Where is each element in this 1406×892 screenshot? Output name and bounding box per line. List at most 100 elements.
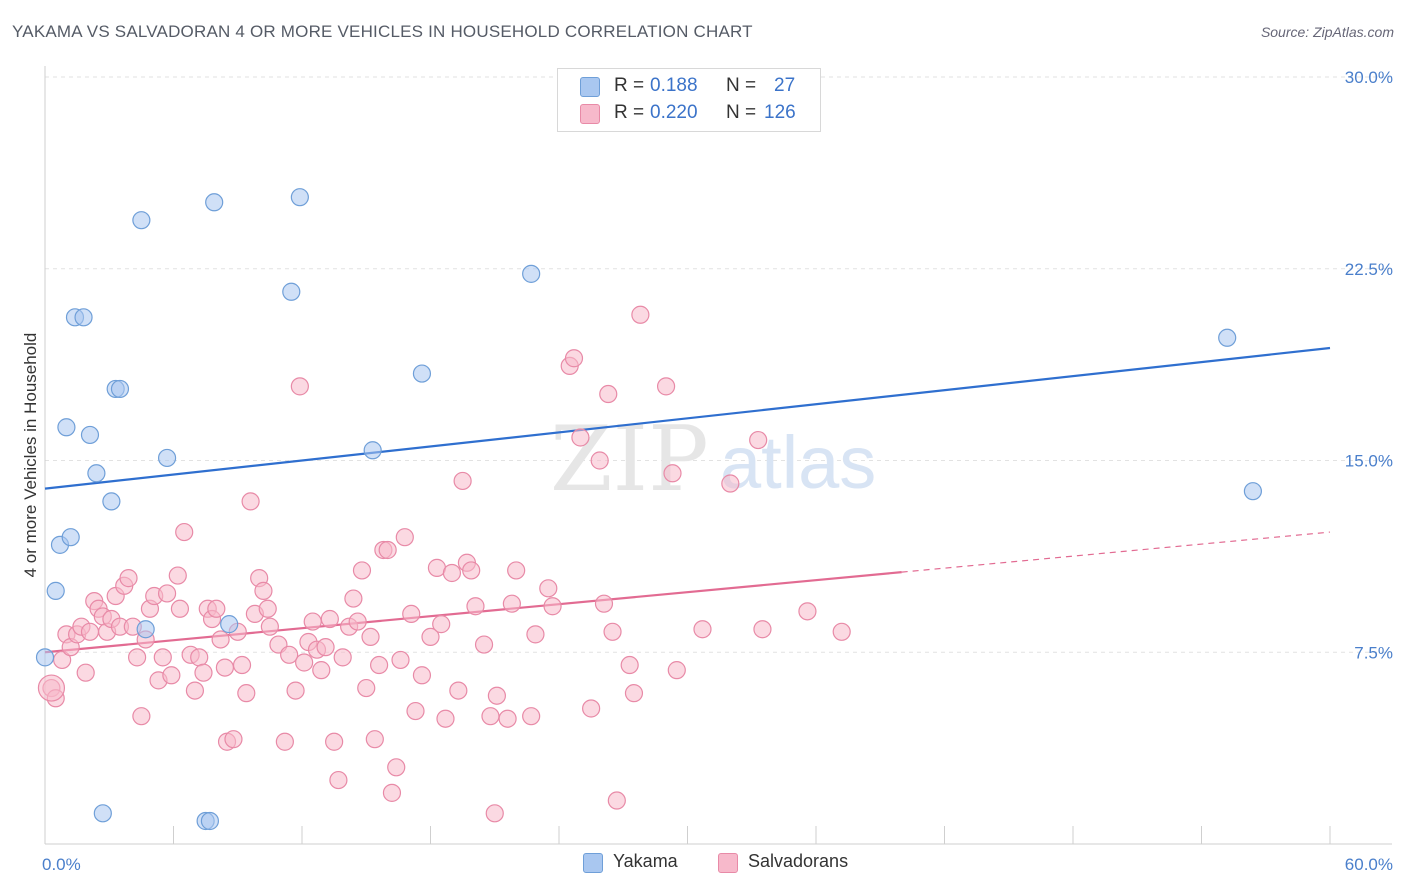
legend-swatch-salvadorans: [580, 104, 600, 124]
salvadorans-point: [656, 377, 676, 396]
x-tick-labels: 0.0% 60.0%: [42, 855, 1393, 874]
salvadorans-point: [316, 638, 335, 657]
data-points: [35, 188, 1263, 831]
y-tick-labels: 7.5% 15.0% 22.5% 30.0%: [1345, 68, 1393, 662]
salvadorans-point: [286, 681, 305, 700]
salvadorans-point: [436, 709, 455, 728]
salvadorans-point: [194, 663, 213, 682]
salvadorans-point: [280, 645, 299, 664]
salvadorans-point: [753, 620, 772, 639]
salvadorans-point: [295, 653, 314, 672]
yakama-point: [157, 448, 177, 468]
salvadorans-point: [241, 492, 260, 511]
salvadorans-point: [485, 804, 504, 823]
salvadorans-point: [474, 635, 494, 654]
salvadorans-point: [599, 384, 618, 404]
salvadorans-point: [211, 630, 230, 649]
salvadorans-point: [832, 622, 851, 641]
bottom-legend-salvadorans: Salvadorans: [718, 851, 878, 877]
salvadorans-point: [526, 625, 545, 644]
legend-r-value: 0.220: [650, 102, 698, 123]
salvadorans-point: [325, 732, 344, 751]
salvadorans-point: [590, 451, 609, 470]
watermark-atlas: atlas: [720, 421, 876, 504]
salvadorans-point: [487, 686, 506, 705]
salvadorans-point: [132, 707, 151, 726]
legend-n-value: 27: [774, 75, 796, 96]
salvadorans-point: [571, 428, 590, 447]
salvadorans-point: [402, 604, 421, 624]
yakama-point: [220, 615, 239, 634]
salvadorans-point: [320, 609, 339, 629]
salvadorans-point: [260, 617, 279, 636]
grid-lines: [45, 76, 1392, 653]
salvadorans-point: [507, 561, 526, 580]
yakama-point: [200, 811, 220, 831]
salvadorans-point: [162, 666, 181, 685]
salvadorans-point: [170, 599, 190, 618]
y-tick-label: 15.0%: [1345, 452, 1393, 471]
salvadorans-point: [361, 627, 380, 647]
salvadorans-point: [481, 707, 500, 726]
salvadorans-point: [421, 627, 440, 647]
legend-n-label: N =: [726, 102, 757, 123]
salvadorans-point: [370, 655, 389, 675]
salvadorans-point: [667, 661, 686, 680]
y-tick-label: 7.5%: [1354, 643, 1393, 662]
yakama-point: [35, 648, 55, 667]
salvadorans-point: [502, 594, 521, 613]
salvadorans-point: [395, 528, 414, 547]
salvadorans-point: [391, 650, 410, 670]
salvadorans-point: [564, 349, 584, 368]
y-axis-label: 4 or more Vehicles in Household: [21, 333, 40, 578]
salvadorans-trend-extension: [901, 531, 1331, 573]
yakama-point: [46, 581, 65, 600]
salvadorans-point: [582, 699, 601, 718]
salvadorans-point: [207, 599, 226, 618]
salvadorans-point: [543, 597, 562, 616]
salvadorans-point: [406, 701, 425, 721]
salvadorans-point: [175, 522, 194, 542]
watermark-zip: ZIP: [550, 407, 709, 512]
salvadorans-point: [157, 584, 177, 603]
legend-r-label: R =: [614, 102, 645, 123]
salvadorans-point: [237, 684, 256, 703]
salvadorans-point: [387, 758, 406, 777]
salvadorans-point: [798, 602, 817, 621]
salvadorans-point: [607, 791, 626, 810]
y-tick-label: 22.5%: [1345, 260, 1393, 279]
salvadorans-point: [333, 648, 352, 667]
yakama-point: [74, 308, 93, 327]
legend-n-value: 126: [764, 102, 796, 123]
salvadorans-point: [76, 663, 95, 682]
salvadorans-point: [352, 561, 372, 580]
salvadorans-point: [232, 655, 252, 675]
salvadorans-point: [185, 681, 205, 700]
salvadorans-point: [693, 620, 712, 639]
salvadorans-point: [462, 561, 481, 580]
salvadorans-point: [224, 730, 243, 749]
salvadorans-point: [127, 648, 147, 667]
legend-swatch-yakama: [580, 77, 600, 97]
salvadorans-point: [449, 681, 468, 700]
salvadorans-point: [631, 305, 650, 324]
salvadorans-point: [603, 622, 622, 641]
salvadorans-point: [624, 684, 644, 703]
chart-title: YAKAMA VS SALVADORAN 4 OR MORE VEHICLES …: [12, 22, 753, 41]
yakama-point: [363, 441, 382, 460]
salvadorans-point: [348, 612, 367, 631]
salvadorans-point: [594, 594, 614, 613]
source-label: Source: ZipAtlas.com: [1260, 24, 1394, 40]
bottom-legend-label: Yakama: [613, 851, 678, 871]
yakama-point: [102, 492, 121, 511]
salvadorans-point: [620, 655, 639, 675]
salvadorans-point: [153, 648, 172, 667]
salvadorans-point: [357, 678, 376, 698]
salvadorans-point: [522, 707, 541, 726]
watermark: ZIP atlas: [550, 407, 876, 512]
bottom-legend-label: Salvadorans: [748, 851, 849, 871]
salvadorans-point: [37, 674, 66, 702]
salvadorans-point: [382, 783, 402, 802]
salvadorans-point: [312, 661, 331, 680]
salvadorans-point: [466, 597, 485, 616]
